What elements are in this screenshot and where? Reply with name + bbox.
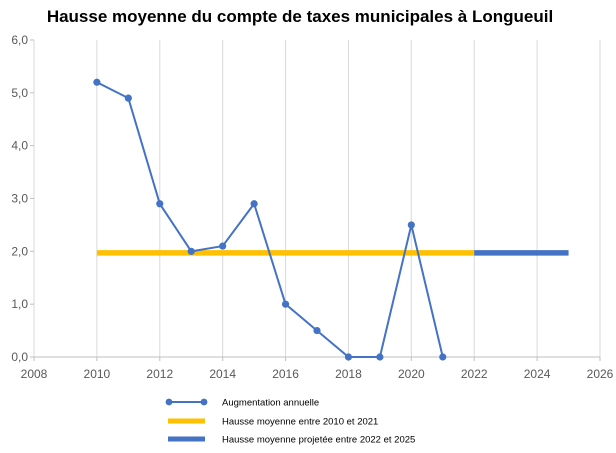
axes: 0,0 1,0 2,0 3,0 4,0 5,0 6,0 2008 2010 2012 2014 201… [11,33,613,381]
annual-increase-point-2020 [407,221,415,229]
legend-label: Hausse moyenne projetée entre 2022 et 20… [222,435,415,446]
annual-increase-point-2013 [187,247,195,255]
grid [96,40,601,357]
y-tick-label: 6,0 [11,33,28,47]
annual-increase-point-2018 [344,353,353,361]
legend-label: Augmentation annuelle [222,398,319,409]
legend-label: Hausse moyenne entre 2010 et 2021 [222,417,378,428]
legend-item-average: Hausse moyenne entre 2010 et 2021 [168,417,378,428]
annual-increase-point-2014 [219,242,227,250]
x-tick-label: 2020 [398,367,425,381]
x-tick-label: 2016 [272,367,299,381]
annual-increase-line [96,81,444,358]
legend-swatch-marker [200,398,208,406]
y-tick-label: 4,0 [11,139,28,153]
annual-increase-point-2012 [156,200,164,208]
y-tick-label: 2,0 [11,244,28,258]
x-tick-label: 2010 [84,367,111,381]
legend: Augmentation annuelle Hausse moyenne entr… [165,398,415,446]
legend-item-annual: Augmentation annuelle [165,398,319,409]
plot-area [93,78,569,361]
annual-increase-point-2015 [250,200,258,208]
chart-title: Hausse moyenne du compte de taxes munici… [47,7,553,26]
y-tick-label: 1,0 [11,297,28,311]
x-tick-label: 2008 [21,367,48,381]
x-tick-label: 2018 [335,367,362,381]
annual-increase-point-2019 [376,353,384,361]
y-tick-label: 5,0 [11,86,28,100]
annual-increase-point-2017 [313,326,321,335]
x-tick-label: 2024 [524,367,551,381]
y-tick-label: 0,0 [11,350,28,364]
annual-increase-point-2021 [439,353,447,361]
x-tick-label: 2026 [587,367,614,381]
y-tick-label: 3,0 [11,192,28,206]
legend-item-projected: Hausse moyenne projetée entre 2022 et 20… [168,435,415,446]
x-tick-label: 2022 [461,367,488,381]
annual-increase-point-2010 [93,78,101,86]
annual-increase-point-2011 [124,94,132,102]
x-tick-label: 2014 [209,367,236,381]
annual-increase-point-2016 [281,300,290,308]
legend-swatch-marker [165,398,173,406]
x-tick-label: 2012 [146,367,173,381]
